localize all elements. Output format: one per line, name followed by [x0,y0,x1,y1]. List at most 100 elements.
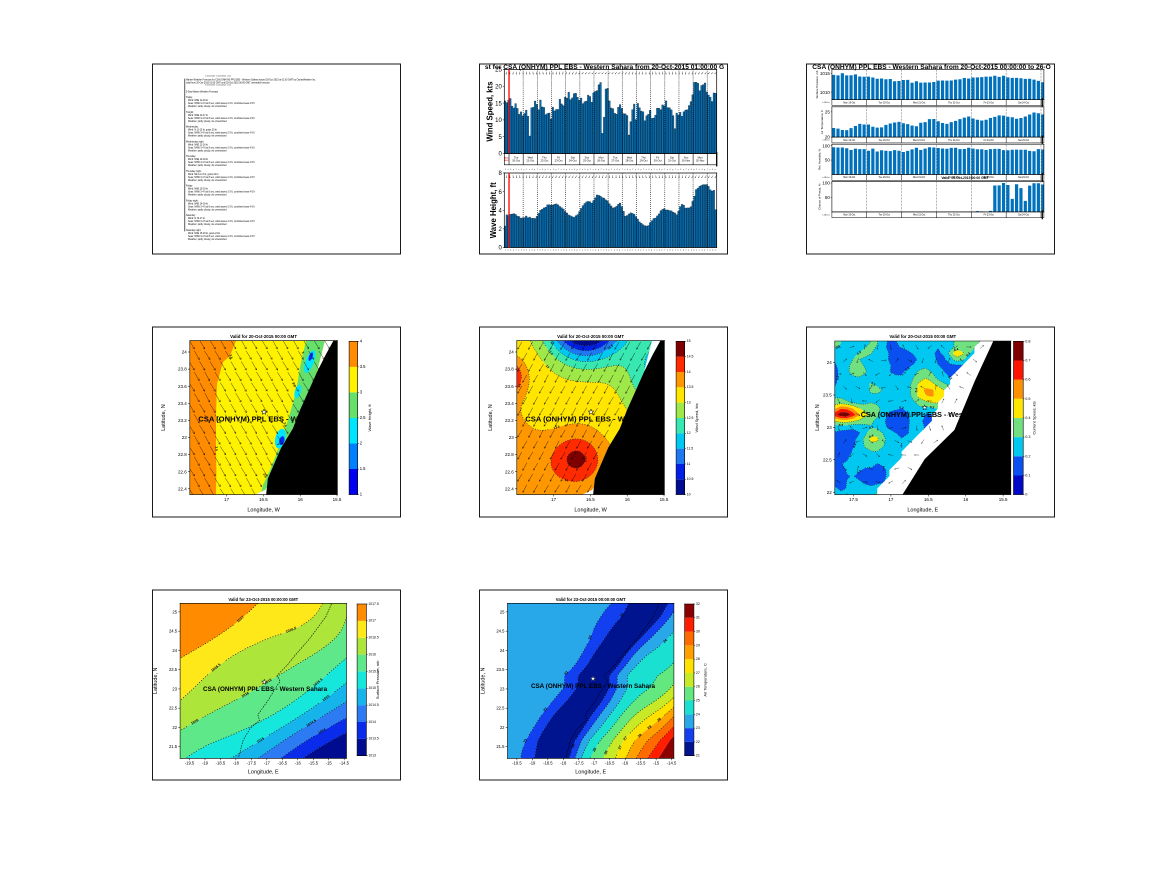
svg-text:a: a [688,169,689,171]
svg-text:0.2: 0.2 [947,375,953,381]
svg-text:26-Oct: 26-Oct [597,158,605,162]
svg-text:2.5: 2.5 [291,382,296,388]
svg-text:4: 4 [701,250,702,252]
svg-text:20: 20 [825,135,831,140]
svg-text:p: p [534,250,535,252]
svg-text:15: 15 [495,101,502,107]
svg-text:Wind: NNE 15-19 kt: Wind: NNE 15-19 kt [188,188,208,191]
svg-text:22.5: 22.5 [823,457,832,462]
svg-text:-17.5: -17.5 [574,760,584,765]
svg-text:n 18-Oct: n 18-Oct [822,213,830,216]
svg-text:1: 1 [547,250,548,252]
svg-text:Seas: NNW 3-4 ft at 8 sec, win: Seas: NNW 3-4 ft at 8 sec, wind waves 2-… [188,191,255,194]
svg-text:CSA (ONHYM) PPL EBS - Western: CSA (ONHYM) PPL EBS - Western Sahara [531,683,656,690]
svg-text:7: 7 [622,250,623,252]
svg-text:13: 13 [687,401,691,405]
svg-text:23: 23 [509,435,515,440]
svg-text:Wind: NE 13-17 kt, gusts 22 kt: Wind: NE 13-17 kt, gusts 22 kt [188,173,219,176]
svg-text:0.2: 0.2 [899,406,904,410]
svg-text:15.5: 15.5 [999,497,1008,502]
svg-text:23: 23 [523,738,528,743]
svg-text:12.5: 12.5 [547,349,554,356]
svg-text:0.2: 0.2 [923,411,929,417]
svg-text:1: 1 [696,169,697,171]
svg-text:2: 2 [360,441,363,446]
svg-text:Longitude, E: Longitude, E [248,769,279,775]
svg-text:100: 100 [822,143,830,148]
svg-text:a: a [709,250,710,252]
svg-text:31: 31 [696,616,700,620]
svg-text:3.5: 3.5 [360,364,366,369]
svg-text:0.3: 0.3 [929,405,934,410]
svg-text:24.5: 24.5 [169,629,178,634]
svg-text:1: 1 [696,250,697,252]
svg-text:-17: -17 [264,760,271,765]
svg-text:1: 1 [675,169,676,171]
svg-text:a: a [540,169,541,171]
svg-text:24: 24 [696,712,700,716]
svg-text:25-Oct: 25-Oct [583,158,591,162]
svg-text:a: a [529,250,530,252]
svg-text:16: 16 [963,497,969,502]
svg-text:23-Oct: 23-Oct [555,158,563,162]
svg-text:Valid for 20-Oct-2015 00:00 GM: Valid for 20-Oct-2015 00:00 GMT [230,334,297,339]
svg-text:25: 25 [592,747,597,752]
svg-text:Thu 22-Oct: Thu 22-Oct [948,176,960,179]
svg-text:14: 14 [517,383,522,388]
svg-text:-18.5: -18.5 [543,760,553,765]
svg-text:p: p [683,169,684,171]
svg-text:0.4: 0.4 [953,347,959,352]
svg-text:Mon 19-Oct: Mon 19-Oct [843,139,855,142]
svg-text:1: 1 [632,169,633,171]
svg-text:Wind: N 13-17 kt: Wind: N 13-17 kt [188,217,205,220]
svg-text:7: 7 [601,250,602,252]
svg-text:23: 23 [827,425,833,430]
svg-text:Thursday:: Thursday: [186,155,196,158]
svg-text:a: a [709,169,710,171]
svg-text:0: 0 [498,152,502,158]
svg-text:23.4: 23.4 [178,401,187,406]
svg-text:28: 28 [696,657,700,661]
svg-text:2.5: 2.5 [282,422,287,428]
svg-text:24: 24 [172,648,177,653]
svg-text:Wind: N 11-15 kt, gusts 20 kt: Wind: N 11-15 kt, gusts 20 kt [188,129,217,132]
svg-text:25: 25 [825,109,831,114]
svg-text:23.5: 23.5 [496,667,505,672]
svg-text:-19: -19 [529,760,536,765]
svg-text:22.4: 22.4 [505,486,514,491]
svg-text:4: 4 [595,169,596,171]
svg-text:1014.5: 1014.5 [368,703,378,707]
svg-text:p: p [524,169,525,171]
svg-text:a: a [667,250,668,252]
svg-text:-17: -17 [591,760,598,765]
svg-text:Latitude, N: Latitude, N [488,404,494,431]
svg-text:Wed 21-Oct: Wed 21-Oct [913,101,926,104]
svg-text:p: p [555,169,556,171]
svg-text:Marine Weather Forecast for CS: Marine Weather Forecast for CSA (ONHYM) … [186,78,316,81]
svg-text:0: 0 [542,169,543,171]
svg-text:Wed 21-Oct: Wed 21-Oct [913,214,926,217]
svg-text:0: 0 [606,169,607,171]
svg-text:a: a [529,169,530,171]
svg-text:7: 7 [643,250,644,252]
svg-text:1016: 1016 [241,691,250,698]
svg-text:Valid for 20-Oct-2015 00:00 GM: Valid for 20-Oct-2015 00:00 GMT [889,334,956,339]
svg-text:1: 1 [547,169,548,171]
svg-text:-19.5: -19.5 [185,760,195,765]
svg-text:16.5: 16.5 [259,497,268,502]
svg-text:Valid for 23-Oct-2015 00:00:00: Valid for 23-Oct-2015 00:00:00 GMT [556,597,626,602]
svg-text:22: 22 [500,725,505,730]
svg-text:1: 1 [654,250,655,252]
svg-text:Weather: partly cloudy, vis un: Weather: partly cloudy, vis unrestricted [188,223,227,226]
svg-text:21.5: 21.5 [169,744,178,749]
svg-text:0.1: 0.1 [1025,473,1030,477]
svg-text:1: 1 [611,169,612,171]
svg-text:a: a [582,250,583,252]
svg-text:0.3: 0.3 [868,425,874,430]
svg-text:a: a [593,250,594,252]
svg-text:Seas: NNW 3-4 ft at 8 sec, win: Seas: NNW 3-4 ft at 8 sec, wind waves 2-… [188,176,255,179]
svg-text:-17.5: -17.5 [247,760,257,765]
svg-text:1: 1 [632,250,633,252]
svg-text:0: 0 [627,250,628,252]
svg-text:Wind: NNE 14-18 kt: Wind: NNE 14-18 kt [188,202,208,205]
